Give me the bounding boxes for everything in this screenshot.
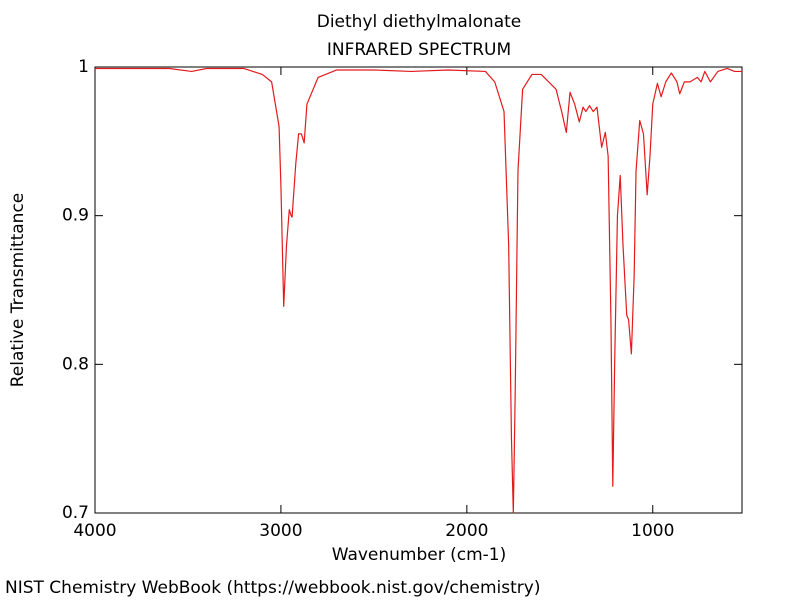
y-tick-label: 1 (78, 57, 89, 77)
chart-subtitle: INFRARED SPECTRUM (327, 40, 511, 60)
y-tick-label: 0.8 (62, 354, 89, 374)
footer: NIST Chemistry WebBook (https://webbook.… (5, 578, 540, 598)
plot-frame (94, 66, 743, 514)
x-tick-label: 4000 (73, 521, 116, 541)
x-axis-label: Wavenumber (cm-1) (332, 545, 507, 565)
x-tick-label: 2000 (445, 521, 488, 541)
y-axis-label: Relative Transmittance (8, 193, 28, 388)
y-tick-label: 0.9 (62, 206, 89, 226)
chart-title: Diethyl diethylmalonate (317, 12, 522, 32)
y-tick-label: 0.7 (62, 503, 89, 523)
x-tick-label: 1000 (631, 521, 674, 541)
spectrum-line (95, 67, 742, 514)
x-tick-label: 3000 (259, 521, 302, 541)
